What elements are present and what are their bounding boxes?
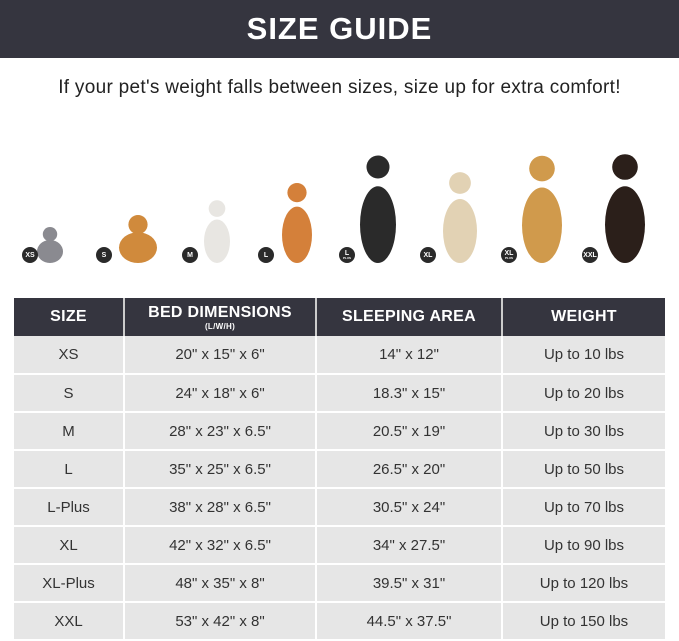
header-sleeping-area: SLEEPING AREA [316, 298, 503, 336]
header-size: SIZE [14, 298, 125, 336]
table-cell: Up to 70 lbs [501, 488, 665, 527]
size-badge: XXL [582, 247, 598, 263]
table-cell: 18.3" x 15" [315, 374, 503, 413]
size-badge: L [258, 247, 274, 263]
pet-image [360, 155, 396, 263]
table-cell: L [14, 450, 125, 489]
table-cell: 34" x 27.5" [315, 526, 503, 565]
size-badge: M [182, 247, 198, 263]
table-cell: 44.5" x 37.5" [315, 602, 503, 641]
table-cell: 20.5" x 19" [315, 412, 503, 451]
table-cell: 53" x 42" x 8" [123, 602, 317, 641]
table-cell: Up to 10 lbs [501, 336, 665, 375]
table-row: S 24" x 18" x 6" 18.3" x 15" Up to 20 lbs [14, 374, 665, 413]
pet-image [605, 154, 645, 263]
table-cell: 48" x 35" x 8" [123, 564, 317, 603]
table-cell: Up to 150 lbs [501, 602, 665, 641]
subtitle: If your pet's weight falls between sizes… [58, 77, 621, 98]
table-row: XXL 53" x 42" x 8" 44.5" x 37.5" Up to 150 … [14, 602, 665, 641]
table-row: XL-Plus 48" x 35" x 8" 39.5" x 31" Up to 12… [14, 564, 665, 603]
table-row: XS 20" x 15" x 6" 14" x 12" Up to 10 lbs [14, 336, 665, 375]
table-cell: 38" x 28" x 6.5" [123, 488, 317, 527]
table-cell: 42" x 32" x 6.5" [123, 526, 317, 565]
table-row: L 35" x 25" x 6.5" 26.5" x 20" Up to 50 lbs [14, 450, 665, 489]
table-cell: Up to 20 lbs [501, 374, 665, 413]
size-badge: XS [22, 247, 38, 263]
table-cell: XL-Plus [14, 564, 125, 603]
table-cell: Up to 30 lbs [501, 412, 665, 451]
table-row: L-Plus 38" x 28" x 6.5" 30.5" x 24" Up to 7… [14, 488, 665, 527]
pet-image [204, 200, 230, 263]
table-cell: L-Plus [14, 488, 125, 527]
table-cell: 30.5" x 24" [315, 488, 503, 527]
size-table: SIZE BED DIMENSIONS (L/W/H) SLEEPING AREA… [14, 298, 665, 641]
table-cell: XXL [14, 602, 125, 641]
table-cell: S [14, 374, 125, 413]
pet-image [522, 155, 562, 263]
pet-image [119, 215, 157, 263]
size-badge: XL [420, 247, 436, 263]
size-badge: XL PLUS [501, 247, 517, 263]
pet-image [282, 183, 312, 263]
table-cell: XL [14, 526, 125, 565]
size-badge: S [96, 247, 112, 263]
table-cell: M [14, 412, 125, 451]
table-cell: 28" x 23" x 6.5" [123, 412, 317, 451]
table-cell: 39.5" x 31" [315, 564, 503, 603]
table-cell: 24" x 18" x 6" [123, 374, 317, 413]
header-banner: SIZE GUIDE [0, 0, 679, 58]
pet-image [443, 172, 477, 263]
header-unit: (L/W/H) [204, 321, 236, 331]
table-cell: Up to 90 lbs [501, 526, 665, 565]
table-cell: Up to 50 lbs [501, 450, 665, 489]
table-cell: 26.5" x 20" [315, 450, 503, 489]
table-cell: XS [14, 336, 125, 375]
page-title: SIZE GUIDE [246, 11, 433, 46]
header-bed-dimensions: BED DIMENSIONS (L/W/H) [124, 298, 317, 336]
table-cell: 14" x 12" [315, 336, 503, 375]
pet-image [37, 227, 63, 263]
header-weight: WEIGHT [502, 298, 665, 336]
size-badge: L PLUS [339, 247, 355, 263]
table-cell: Up to 120 lbs [501, 564, 665, 603]
table-row: M 28" x 23" x 6.5" 20.5" x 19" Up to 30 lbs [14, 412, 665, 451]
table-cell: 35" x 25" x 6.5" [123, 450, 317, 489]
table-row: XL 42" x 32" x 6.5" 34" x 27.5" Up to 90 lb… [14, 526, 665, 565]
table-cell: 20" x 15" x 6" [123, 336, 317, 375]
